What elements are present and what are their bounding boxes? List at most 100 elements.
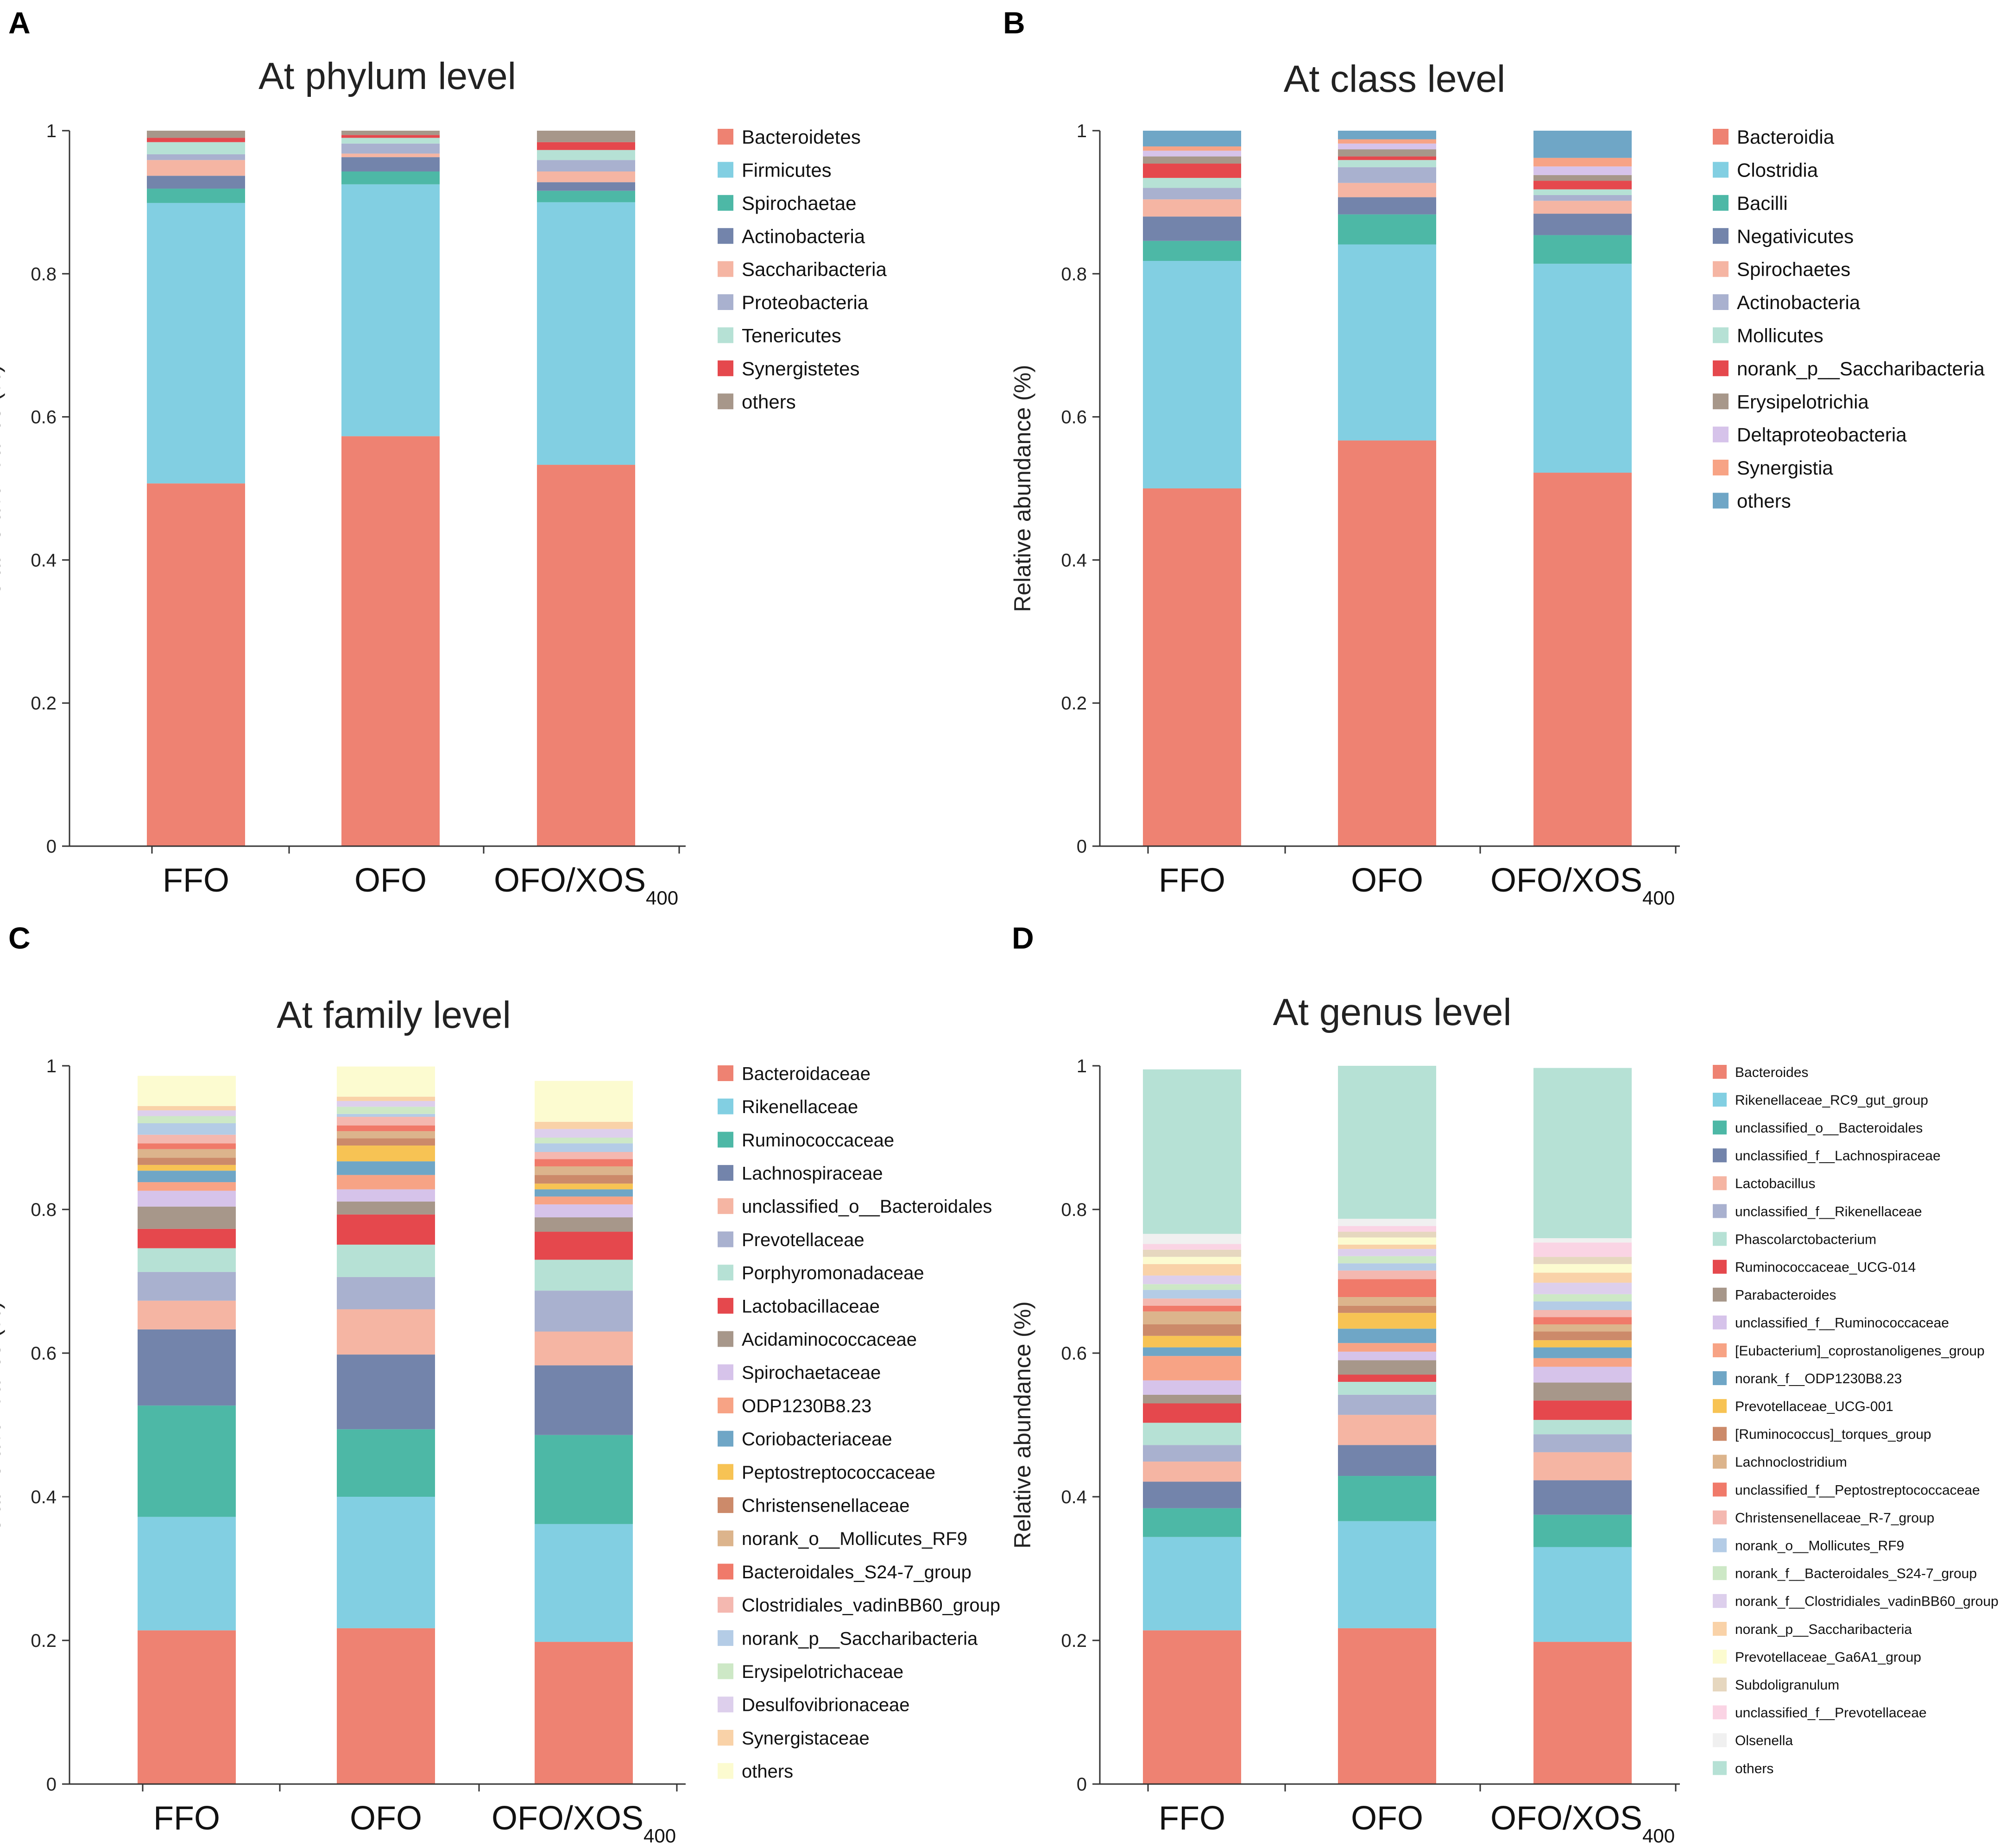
bar-segment: [1533, 1068, 1632, 1238]
bar-segment: [1338, 160, 1436, 167]
legend-label: Acidaminococcaceae: [742, 1329, 917, 1350]
bar-segment: [535, 1259, 633, 1291]
legend-label: Porphyromonadaceae: [742, 1263, 924, 1284]
legend-label: norank_p__Saccharibacteria: [742, 1628, 978, 1649]
bar-segment: [337, 1244, 435, 1277]
legend-label: Firmicutes: [742, 159, 832, 181]
bar-segment: [138, 1182, 236, 1191]
bar-segment: [138, 1123, 236, 1135]
bar-segment: [535, 1152, 633, 1159]
y-tick-label: 1: [1077, 121, 1087, 141]
bar-segment: [1143, 1394, 1241, 1404]
bar-segment: [535, 1129, 633, 1138]
legend-swatch: [1713, 1761, 1727, 1775]
bar-segment: [138, 1171, 236, 1183]
bar-segment: [1338, 183, 1436, 197]
bar-segment: [337, 1101, 435, 1107]
x-tick-label: OFO/XOS400: [494, 862, 678, 909]
legend-label: Clostridia: [1737, 159, 1818, 181]
legend-swatch: [718, 393, 733, 410]
bar-segment: [138, 1329, 236, 1406]
bar-segment: [1338, 167, 1436, 183]
legend-label: Rikenellaceae: [742, 1097, 858, 1117]
legend-swatch: [1713, 1232, 1727, 1246]
bar-segment: [341, 153, 440, 158]
bar-segment: [1143, 199, 1241, 217]
bar-segment: [1533, 473, 1632, 846]
bar-segment: [1143, 1508, 1241, 1537]
legend-swatch: [718, 228, 733, 244]
y-axis-label: Relative abundance (%): [1009, 1301, 1035, 1549]
legend-swatch: [1713, 162, 1729, 178]
bar-segment: [535, 1524, 633, 1642]
bar-segment: [1533, 1301, 1632, 1310]
legend-swatch: [718, 1430, 733, 1447]
x-tick-label: OFO: [1351, 862, 1423, 899]
bar-segment: [535, 1159, 633, 1166]
legend-label: Spirochaetaceae: [742, 1363, 881, 1383]
legend-swatch: [1713, 1065, 1727, 1079]
bar-segment: [1143, 146, 1241, 151]
legend-label: others: [1737, 490, 1791, 512]
panel-a-phylum-chart: A At phylum level 0 0.2 0.4 0.6 0.8 1 FFO OFO OFO/…: [0, 6, 887, 909]
bar-segment: [1143, 1305, 1241, 1312]
legend-swatch: [1713, 1287, 1727, 1302]
bar-segment: [1338, 143, 1436, 150]
bar-segment: [138, 1300, 236, 1329]
bar-segment: [138, 1134, 236, 1144]
bar-segment: [1338, 156, 1436, 160]
bar-segment: [1533, 1324, 1632, 1332]
bar-segment: [537, 182, 635, 191]
bar-segment: [535, 1642, 633, 1784]
bar-segment: [1338, 1305, 1436, 1313]
chart-title: At genus level: [1273, 991, 1511, 1033]
legend-label: Negativicutes: [1737, 225, 1854, 247]
legend-label: Proteobacteria: [742, 291, 869, 313]
bar-segment: [535, 1435, 633, 1524]
bar-segment: [341, 135, 440, 138]
bar-segment: [535, 1175, 633, 1184]
bar-segment: [535, 1166, 633, 1175]
legend-label: Lactobacillus: [1735, 1176, 1815, 1191]
legend-label: Prevotellaceae_Ga6A1_group: [1735, 1650, 1921, 1665]
bar-segment: [147, 131, 245, 138]
legend-swatch: [1713, 1176, 1727, 1190]
bar-segment: [1533, 1382, 1632, 1401]
y-tick-label: 1: [1077, 1056, 1087, 1076]
bar-segment: [1533, 264, 1632, 473]
bar-segment: [1533, 1242, 1632, 1257]
bar-segment: [341, 171, 440, 184]
bar-segment: [1533, 1238, 1632, 1243]
x-tick-label: OFO/XOS400: [1490, 1800, 1675, 1847]
bar-segment: [1533, 1367, 1632, 1383]
legend-label: ODP1230B8.23: [742, 1396, 871, 1416]
bar-segment: [138, 1158, 236, 1165]
bar-segment: [537, 160, 635, 172]
bar-segment: [337, 1161, 435, 1175]
legend-swatch: [1713, 1204, 1727, 1218]
y-tick-label: 0.2: [31, 693, 57, 714]
bar-segment: [1533, 131, 1632, 158]
legend-swatch: [718, 1132, 733, 1148]
bar-segment: [138, 1630, 236, 1784]
legend-label: others: [1735, 1761, 1773, 1776]
legend-swatch: [1713, 1148, 1727, 1163]
bar-segment: [1338, 1270, 1436, 1279]
y-tick-label: 0.2: [31, 1631, 57, 1651]
bar-segment: [147, 176, 245, 189]
legend-swatch: [718, 294, 733, 310]
legend-label: Desulfovibrionaceae: [742, 1695, 909, 1715]
legend-swatch: [1713, 1120, 1727, 1135]
legend-swatch: [1713, 1510, 1727, 1525]
x-tick-label: OFO: [1351, 1800, 1423, 1837]
legend-label: Bacteroidia: [1737, 126, 1835, 148]
x-tick-label: FFO: [1159, 862, 1225, 899]
bar-segment: [1143, 1234, 1241, 1244]
bar-segment: [1533, 1272, 1632, 1283]
bar-segment: [147, 154, 245, 160]
bar-segment: [1143, 1324, 1241, 1336]
legend-swatch: [718, 1297, 733, 1314]
bar-segment: [1143, 188, 1241, 200]
bar-segment: [1533, 1283, 1632, 1294]
bar-segment: [1338, 1521, 1436, 1628]
